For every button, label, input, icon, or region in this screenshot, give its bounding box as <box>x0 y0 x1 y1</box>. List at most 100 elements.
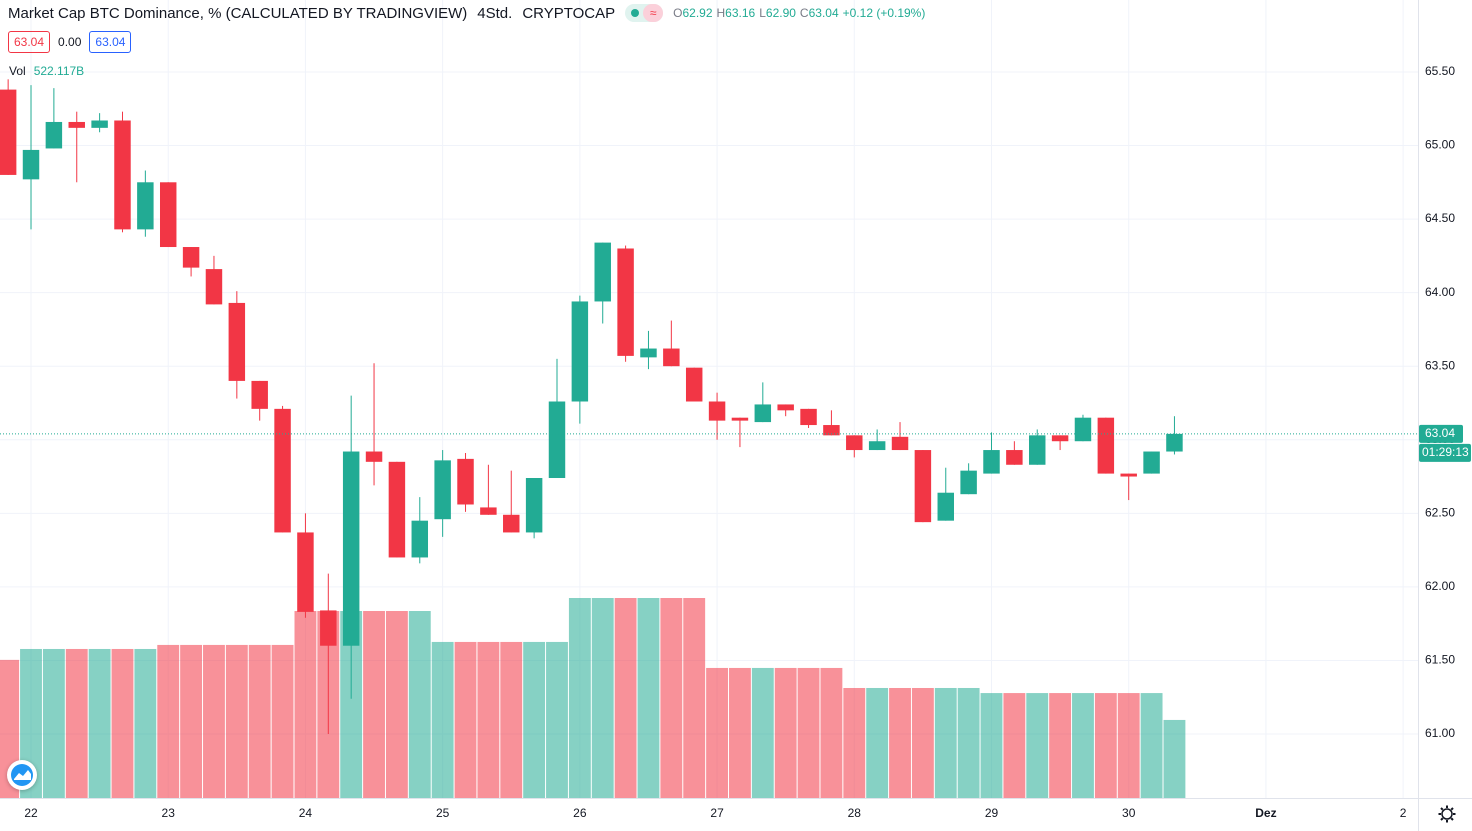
volume-bar <box>225 644 248 798</box>
volume-bar <box>157 644 180 798</box>
volume-legend: Vol 522.117B <box>9 64 84 78</box>
exchange: CRYPTOCAP <box>522 4 616 22</box>
candle-body <box>800 408 817 426</box>
candle-body <box>617 248 634 356</box>
candle-body <box>914 450 932 523</box>
volume-bar <box>500 641 523 798</box>
candle-body <box>1074 417 1092 442</box>
candle-body <box>503 514 520 533</box>
candle-body <box>457 458 474 505</box>
logo[interactable] <box>7 760 37 790</box>
volume-bar <box>751 667 774 798</box>
order-row: 63.04 0.00 63.04 <box>8 31 132 53</box>
x-tick-label: 24 <box>299 806 313 820</box>
candle-body <box>320 610 337 646</box>
volume-bar <box>889 687 911 798</box>
ohlc-value: 63.16 <box>725 6 756 20</box>
candle-body <box>1006 450 1023 465</box>
volume-bar <box>660 598 683 798</box>
volume-bar <box>866 687 889 798</box>
candle-body <box>434 460 451 520</box>
candle-body <box>594 242 611 302</box>
candle-body <box>22 149 40 180</box>
volume-bar <box>42 648 65 798</box>
ohlc-key: C <box>799 6 809 20</box>
volume-bar <box>180 644 203 798</box>
volume-value: 522.117B <box>33 64 85 78</box>
interval[interactable]: 4Std. <box>477 4 513 22</box>
chart-header: Market Cap BTC Dominance, % (CALCULATED … <box>8 4 925 22</box>
volume-bar <box>1140 693 1163 798</box>
ohlc-key: O <box>673 6 683 20</box>
volume-bar <box>591 598 614 798</box>
volume-bar <box>820 667 843 798</box>
volume-bar <box>614 598 637 798</box>
ohlc-value: 62.90 <box>765 6 796 20</box>
volume-bar <box>980 693 1003 798</box>
settings-icon-tooth <box>1450 817 1454 821</box>
candle-body <box>0 89 17 175</box>
candle-body <box>983 450 1000 474</box>
volume-bar <box>957 687 980 798</box>
volume-bar <box>408 611 431 798</box>
volume-bar <box>1072 693 1094 798</box>
candle-layer <box>0 79 1183 735</box>
volume-bar <box>568 598 591 798</box>
x-tick-label: 23 <box>162 806 176 820</box>
candle-body <box>228 302 246 381</box>
volume-bar <box>797 667 820 798</box>
settings-icon-tooth <box>1450 807 1454 811</box>
candle-body <box>297 532 314 612</box>
volume-bar <box>843 687 866 798</box>
x-tick-label: Dez <box>1255 806 1276 820</box>
volume-bar <box>203 644 225 798</box>
spread: 0.00 <box>58 35 82 49</box>
ohlc-value: 63.04 <box>808 6 839 20</box>
candle-body <box>91 120 108 128</box>
candle-body <box>205 269 223 305</box>
candle-body <box>823 425 840 436</box>
x-tick-label: 27 <box>710 806 724 820</box>
x-tick-label: 2 <box>1400 806 1407 820</box>
candle-body <box>846 435 863 451</box>
last-price-label: 63.04 <box>1425 426 1455 440</box>
change: +0.12 (+0.19%) <box>842 6 926 20</box>
symbol-title[interactable]: Market Cap BTC Dominance, % (CALCULATED … <box>8 4 468 22</box>
y-tick-label: 64.00 <box>1425 285 1455 299</box>
candle-body <box>548 401 566 479</box>
x-tick-label: 22 <box>24 806 38 820</box>
volume-bar <box>729 667 751 798</box>
y-tick-label: 61.50 <box>1425 653 1455 667</box>
volume-bar <box>683 598 706 798</box>
candle-body <box>868 441 886 451</box>
volume-bar <box>134 648 157 798</box>
status-toggles[interactable]: ≈ <box>625 4 664 22</box>
candle-body <box>1029 435 1046 465</box>
volume-bar <box>477 641 500 798</box>
candle-body <box>274 408 291 533</box>
volume-bar <box>546 641 568 798</box>
volume-bar <box>1026 693 1049 798</box>
candle-body <box>1120 473 1137 477</box>
candle-body <box>685 367 703 402</box>
sell-price[interactable]: 63.04 <box>8 31 51 53</box>
volume-bar <box>523 641 546 798</box>
volume-bar <box>1094 693 1117 798</box>
x-tick-label: 26 <box>573 806 587 820</box>
volume-bar <box>1049 693 1072 798</box>
y-tick-label: 61.00 <box>1425 726 1455 740</box>
logo-icon <box>11 764 33 786</box>
candle-body <box>159 182 177 248</box>
volume-bar <box>1163 719 1186 798</box>
settings-icon <box>1441 808 1453 820</box>
y-tick-label: 62.50 <box>1425 505 1455 519</box>
candle-body <box>891 436 909 451</box>
volume-bar <box>431 641 454 798</box>
candle-body <box>731 417 749 421</box>
volume-bar <box>706 667 729 798</box>
buy-price[interactable]: 63.04 <box>89 31 132 53</box>
countdown-tag <box>1419 443 1471 462</box>
settings-button[interactable] <box>1438 805 1456 823</box>
